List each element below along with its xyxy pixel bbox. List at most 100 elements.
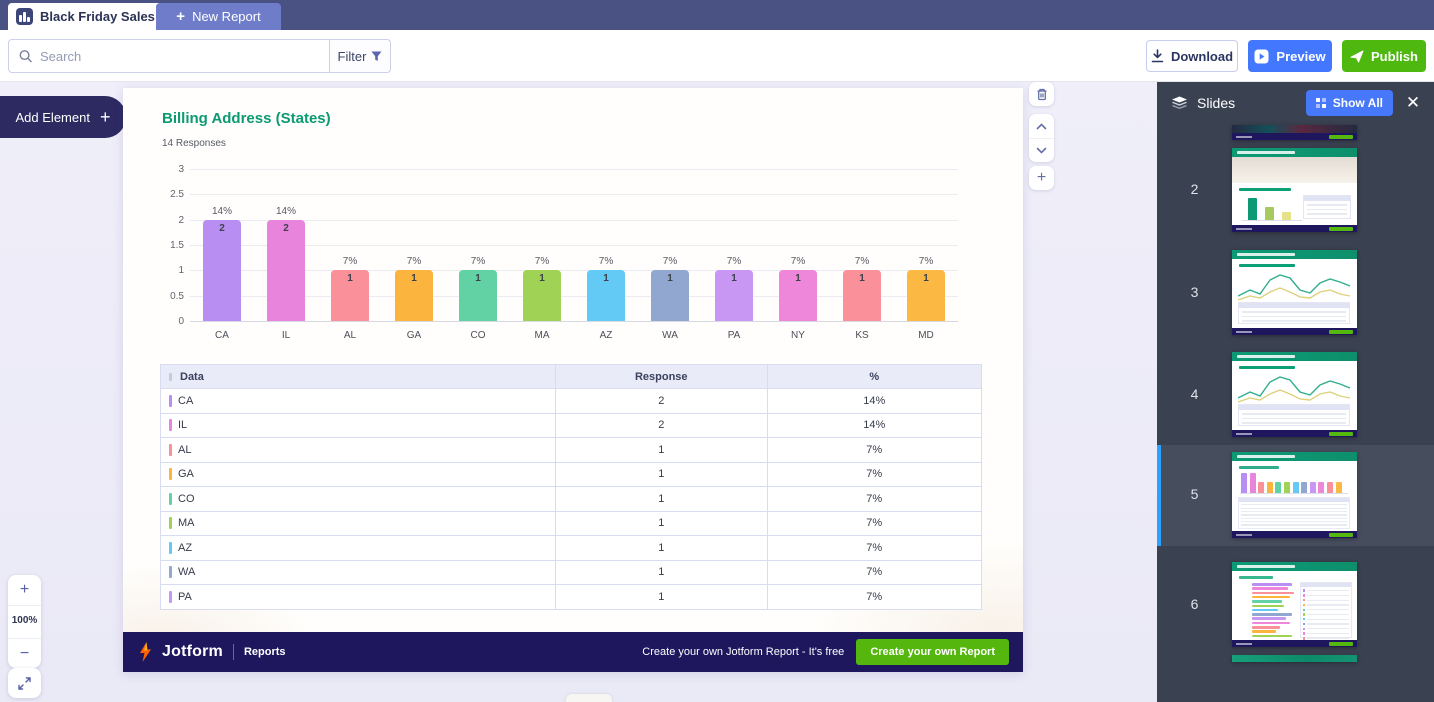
y-tick-label: 2.5 [170, 189, 184, 201]
bar-KS: 1 [843, 270, 881, 321]
page-nav-pill[interactable] [566, 694, 612, 702]
new-report-tab[interactable]: + New Report [156, 3, 281, 30]
preview-label: Preview [1276, 48, 1326, 64]
slide-thumbnail-3[interactable] [1232, 250, 1357, 335]
publish-arrow-icon [1350, 50, 1364, 62]
y-tick-label: 2 [178, 214, 184, 226]
bar-value-label: 1 [859, 273, 865, 285]
slide-thumbnail-1[interactable] [1232, 125, 1357, 140]
row-label: GA [178, 468, 194, 481]
row-label: WA [178, 566, 196, 579]
trash-icon[interactable] [1029, 82, 1054, 106]
column-header: % [869, 370, 880, 383]
row-response: 1 [555, 536, 767, 560]
slide-thumbnail-2[interactable] [1232, 148, 1357, 232]
download-icon [1151, 49, 1164, 63]
chevron-down-icon[interactable] [1029, 138, 1054, 162]
bar-percent-label: 7% [726, 256, 742, 268]
slide-number: 2 [1190, 181, 1199, 197]
row-percent: 14% [766, 389, 981, 413]
footer-promo-text: Create your own Jotform Report - It's fr… [642, 646, 845, 658]
table-row: WA 1 7% [161, 560, 981, 585]
close-icon[interactable]: ✕ [1405, 93, 1421, 112]
element-controls-delete [1029, 82, 1054, 106]
preview-button[interactable]: Preview [1248, 40, 1332, 72]
plus-icon[interactable]: + [1036, 169, 1047, 186]
filter-funnel-icon [371, 51, 382, 61]
plus-icon: + [176, 8, 186, 25]
row-response: 1 [555, 560, 767, 584]
bar-value-label: 1 [603, 273, 609, 285]
bar-percent-label: 7% [790, 256, 806, 268]
x-tick-label: AZ [599, 330, 613, 341]
publish-button[interactable]: Publish [1342, 40, 1426, 72]
row-response: 1 [555, 462, 767, 486]
bar-percent-label: 7% [342, 256, 358, 268]
search-input[interactable] [40, 48, 319, 64]
row-response: 2 [555, 413, 767, 437]
chart-title: Billing Address (States) [162, 110, 331, 127]
add-element-button[interactable]: Add Element + [0, 96, 126, 138]
x-tick-label: IL [281, 330, 291, 341]
bar-percent-label: 7% [470, 256, 486, 268]
filter-label: Filter [337, 48, 367, 64]
canvas: Add Element + Billing Address (States) 1… [0, 82, 1434, 702]
row-percent: 7% [766, 487, 981, 511]
bar-value-label: 1 [411, 273, 417, 285]
slide-thumbnail-6[interactable] [1232, 562, 1357, 647]
tab-title: Black Friday Sales [40, 9, 155, 24]
bar-PA: 1 [715, 270, 753, 321]
element-controls-add: + [1029, 166, 1054, 190]
bar-GA: 1 [395, 270, 433, 321]
x-tick-label: NY [791, 330, 805, 341]
show-all-label: Show All [1332, 96, 1383, 110]
slide-thumbnail-5[interactable] [1232, 452, 1357, 538]
column-header: Data [180, 370, 204, 383]
bar-chart: 0 0.5 1 1.5 2 2.5 3 14% 2 14% 2 7% 1 7% 1 7% 1 7% 1 7% 1 7% 1… [162, 164, 958, 327]
row-label: PA [178, 590, 192, 603]
table-row: CO 1 7% [161, 487, 981, 512]
row-percent: 7% [766, 511, 981, 535]
show-all-button[interactable]: Show All [1306, 90, 1393, 116]
slides-panel-header: Slides Show All ✕ [1157, 82, 1434, 124]
row-color-tick [169, 468, 172, 481]
download-button[interactable]: Download [1146, 40, 1238, 72]
filter-button[interactable]: Filter [330, 39, 391, 73]
bar-value-label: 1 [347, 273, 353, 285]
bar-percent-label: 14% [275, 205, 296, 217]
bar-value-label: 1 [667, 273, 673, 285]
zoom-out-button[interactable]: − [8, 638, 41, 668]
column-handle-icon [169, 372, 172, 381]
zoom-in-button[interactable]: + [19, 581, 30, 598]
row-response: 1 [555, 438, 767, 462]
row-label: CO [178, 492, 195, 505]
table-row: AZ 1 7% [161, 536, 981, 561]
layers-icon [1172, 96, 1187, 110]
jotform-logo-icon [140, 642, 151, 662]
chart-x-axis: CA IL AL GA CO MA AZ WA PA NY KS MD [190, 330, 958, 341]
slide-thumbnail-4[interactable] [1232, 352, 1357, 437]
toolbar: Filter Download Preview Publish [0, 30, 1434, 82]
report-footer: Jotform Reports Create your own Jotform … [123, 632, 1023, 672]
top-tab-bar: Black Friday Sales ⋮ + New Report [0, 0, 1434, 30]
chart-y-axis: 0 0.5 1 1.5 2 2.5 3 [162, 164, 184, 327]
chevron-up-icon[interactable] [1029, 114, 1054, 138]
slide-thumbnail-7[interactable] [1232, 655, 1357, 662]
publish-label: Publish [1371, 48, 1418, 64]
row-color-tick [169, 541, 172, 554]
tab-black-friday-sales[interactable]: Black Friday Sales ⋮ [8, 3, 182, 30]
plus-icon: + [99, 106, 111, 127]
report-chart-icon [16, 8, 33, 25]
bar-CO: 1 [459, 270, 497, 321]
table-row: AL 1 7% [161, 438, 981, 463]
x-tick-label: MD [918, 330, 934, 341]
bar-value-label: 2 [283, 222, 289, 234]
fullscreen-button[interactable] [8, 668, 41, 698]
bar-percent-label: 7% [406, 256, 422, 268]
new-report-label: New Report [192, 9, 261, 24]
create-report-button[interactable]: Create your own Report [856, 639, 1009, 665]
bar-WA: 1 [651, 270, 689, 321]
bar-NY: 1 [779, 270, 817, 321]
